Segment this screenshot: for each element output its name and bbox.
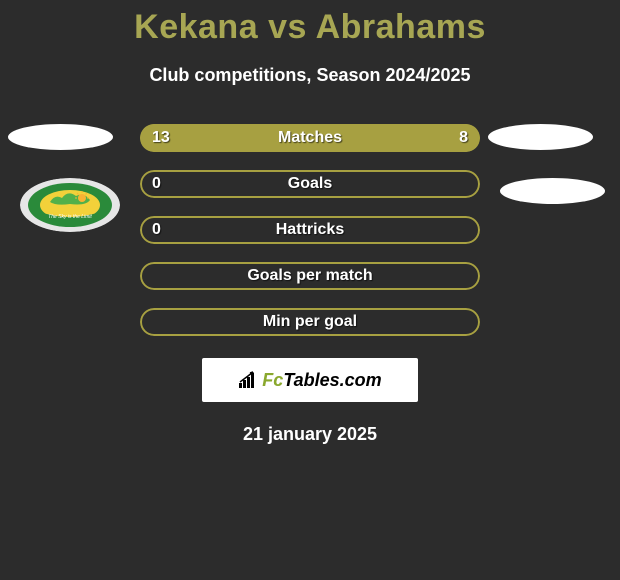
brand-prefix: Fc <box>262 370 283 390</box>
stat-bar: Goals per match <box>140 262 480 290</box>
bar-value-right: 8 <box>459 129 468 147</box>
player2-marker-bottom <box>500 178 605 204</box>
bar-value-left: 13 <box>152 129 170 147</box>
title-player1: Kekana <box>134 8 258 46</box>
bar-label: Hattricks <box>276 221 344 239</box>
date: 21 january 2025 <box>0 424 620 445</box>
bar-label: Goals per match <box>247 267 372 285</box>
stat-bar: Min per goal <box>140 308 480 336</box>
title-vs: vs <box>268 8 307 46</box>
player1-marker <box>8 124 113 150</box>
bar-value-left: 0 <box>152 175 161 193</box>
stat-bar: Matches 13 8 <box>140 124 480 152</box>
brand-suffix: Tables.com <box>283 370 381 390</box>
bar-value-left: 0 <box>152 221 161 239</box>
infographic-container: Kekana vs Abrahams Club competitions, Se… <box>0 0 620 580</box>
subtitle: Club competitions, Season 2024/2025 <box>0 65 620 86</box>
player2-marker-top <box>488 124 593 150</box>
stat-bar: Goals 0 <box>140 170 480 198</box>
bar-label: Min per goal <box>263 313 357 331</box>
stat-bar: Hattricks 0 <box>140 216 480 244</box>
player1-club-logo: The Sky is the Limit <box>20 178 120 232</box>
brand-text: FcTables.com <box>262 370 381 391</box>
bars-area: Matches 13 8 Goals 0 Hattricks 0 Goals per matc… <box>0 124 620 336</box>
brand-box: FcTables.com <box>202 358 418 402</box>
title-player2: Abrahams <box>316 8 486 46</box>
brand-bars-icon <box>238 371 258 389</box>
bar-label: Goals <box>288 175 332 193</box>
title: Kekana vs Abrahams <box>0 0 620 47</box>
club-badge-svg: The Sky is the Limit <box>20 178 120 232</box>
club-banner-text: The Sky is the Limit <box>48 214 92 220</box>
bar-label: Matches <box>278 129 342 147</box>
